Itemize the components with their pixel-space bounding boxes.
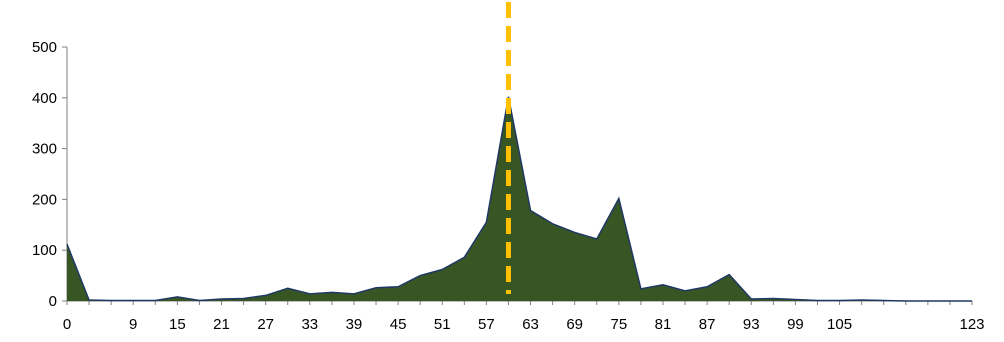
y-tick-label: 200 [32, 191, 57, 208]
x-tick-label: 57 [478, 316, 495, 333]
x-tick-label: 0 [63, 316, 71, 333]
y-axis: 0 100 200 300 400 500 [32, 39, 68, 310]
x-tick-label: 105 [827, 316, 852, 333]
x-tick-label: 27 [257, 316, 274, 333]
x-tick-label: 45 [390, 316, 407, 333]
x-tick-label: 39 [346, 316, 363, 333]
x-axis: 0 9 15 21 27 33 39 45 51 57 63 69 75 81 87 93 99 105 123 [63, 300, 985, 333]
area-fill [67, 96, 972, 301]
series-area [66, 96, 972, 302]
y-tick-label: 300 [32, 141, 57, 158]
y-tick-label: 500 [32, 39, 57, 56]
x-tick-label: 99 [787, 316, 804, 333]
x-tick-label: 33 [301, 316, 318, 333]
y-tick-label: 0 [49, 293, 57, 310]
x-tick-label: 87 [699, 316, 716, 333]
x-tick-label: 51 [434, 316, 451, 333]
x-tick-label: 75 [610, 316, 627, 333]
x-tick-label: 123 [959, 316, 984, 333]
x-tick-label: 63 [522, 316, 539, 333]
series-line [66, 96, 972, 302]
y-tick-label: 100 [32, 242, 57, 259]
x-tick-label: 69 [566, 316, 583, 333]
x-tick-label: 81 [655, 316, 672, 333]
x-tick-label: 15 [169, 316, 186, 333]
x-tick-label: 93 [743, 316, 760, 333]
y-tick-label: 400 [32, 90, 57, 107]
x-tick-label: 9 [129, 316, 137, 333]
x-tick-label: 21 [213, 316, 230, 333]
